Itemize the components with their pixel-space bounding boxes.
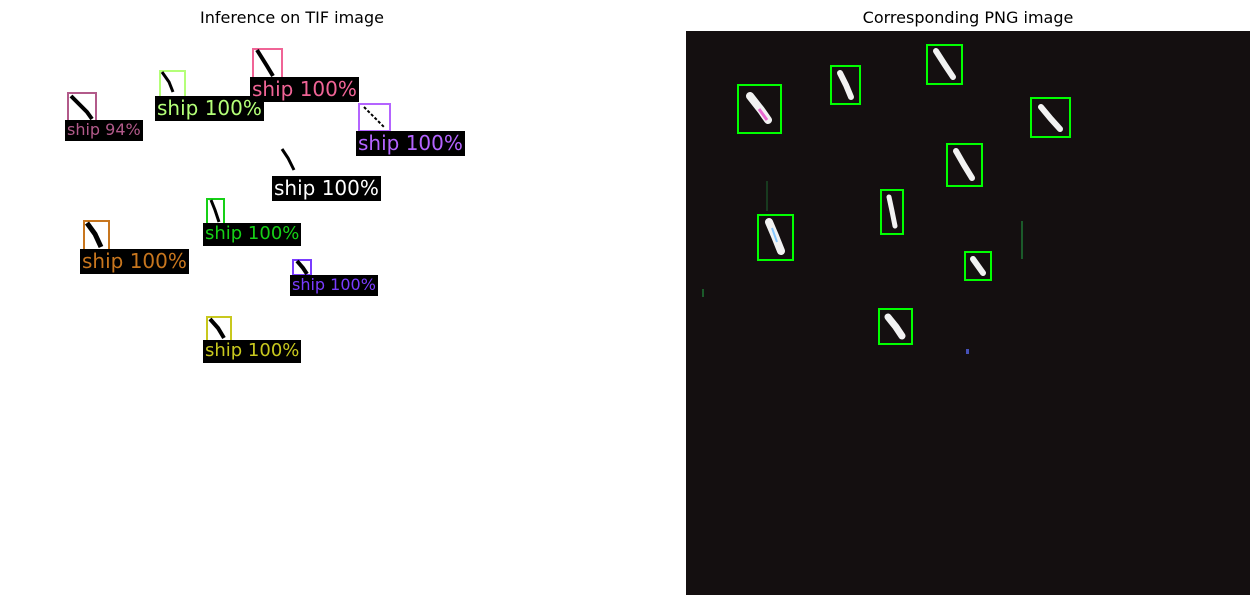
noise-speck — [766, 181, 768, 211]
ship-silhouette — [765, 218, 785, 255]
ship-silhouette — [884, 313, 906, 340]
detection-label: ship 94% — [65, 120, 143, 141]
detection-label: ship 100% — [203, 340, 302, 363]
png-detection-box — [830, 65, 861, 105]
ship-silhouette — [746, 92, 772, 124]
detection-label: ship 100% — [80, 249, 189, 274]
ship-silhouette — [886, 194, 898, 229]
png-detection-box — [1030, 97, 1071, 138]
ship-silhouette — [69, 94, 94, 121]
ship-silhouette — [208, 317, 226, 340]
png-detection-box — [964, 251, 992, 281]
detection-label: ship 100% — [272, 176, 381, 201]
png-detection-box — [880, 189, 904, 235]
png-detection-box — [878, 308, 913, 345]
ship-silhouette — [953, 148, 975, 181]
png-detection-box — [757, 214, 794, 261]
ship-silhouette — [209, 199, 221, 223]
png-detection-box — [946, 143, 983, 187]
noise-speck — [702, 289, 704, 297]
png-satellite-image — [686, 31, 1250, 595]
detection-label: ship 100% — [155, 96, 264, 121]
ship-silhouette — [933, 48, 956, 80]
png-detection-box — [926, 44, 963, 85]
ship-silhouette — [160, 71, 175, 93]
noise-speck — [1021, 221, 1023, 259]
png-detection-box — [737, 84, 782, 134]
noise-speck — [966, 349, 969, 354]
detection-label: ship 100% — [203, 223, 302, 246]
detection-label: ship 100% — [250, 77, 359, 102]
detection-label: ship 100% — [290, 275, 378, 296]
ship-silhouette — [837, 70, 854, 100]
tif-inference-image: ship 94% ship 100% ship 100% ship 100% s… — [0, 31, 640, 595]
ship-silhouette — [84, 221, 104, 249]
ship-silhouette — [280, 148, 296, 171]
ship-silhouette — [970, 256, 986, 276]
right-panel-title: Corresponding PNG image — [862, 8, 1074, 27]
ship-silhouette — [295, 259, 309, 276]
ship-silhouette — [363, 106, 385, 128]
ship-silhouette — [1038, 104, 1063, 132]
detection-label: ship 100% — [356, 131, 465, 156]
left-panel-title: Inference on TIF image — [200, 8, 384, 27]
ship-silhouette — [255, 48, 275, 78]
